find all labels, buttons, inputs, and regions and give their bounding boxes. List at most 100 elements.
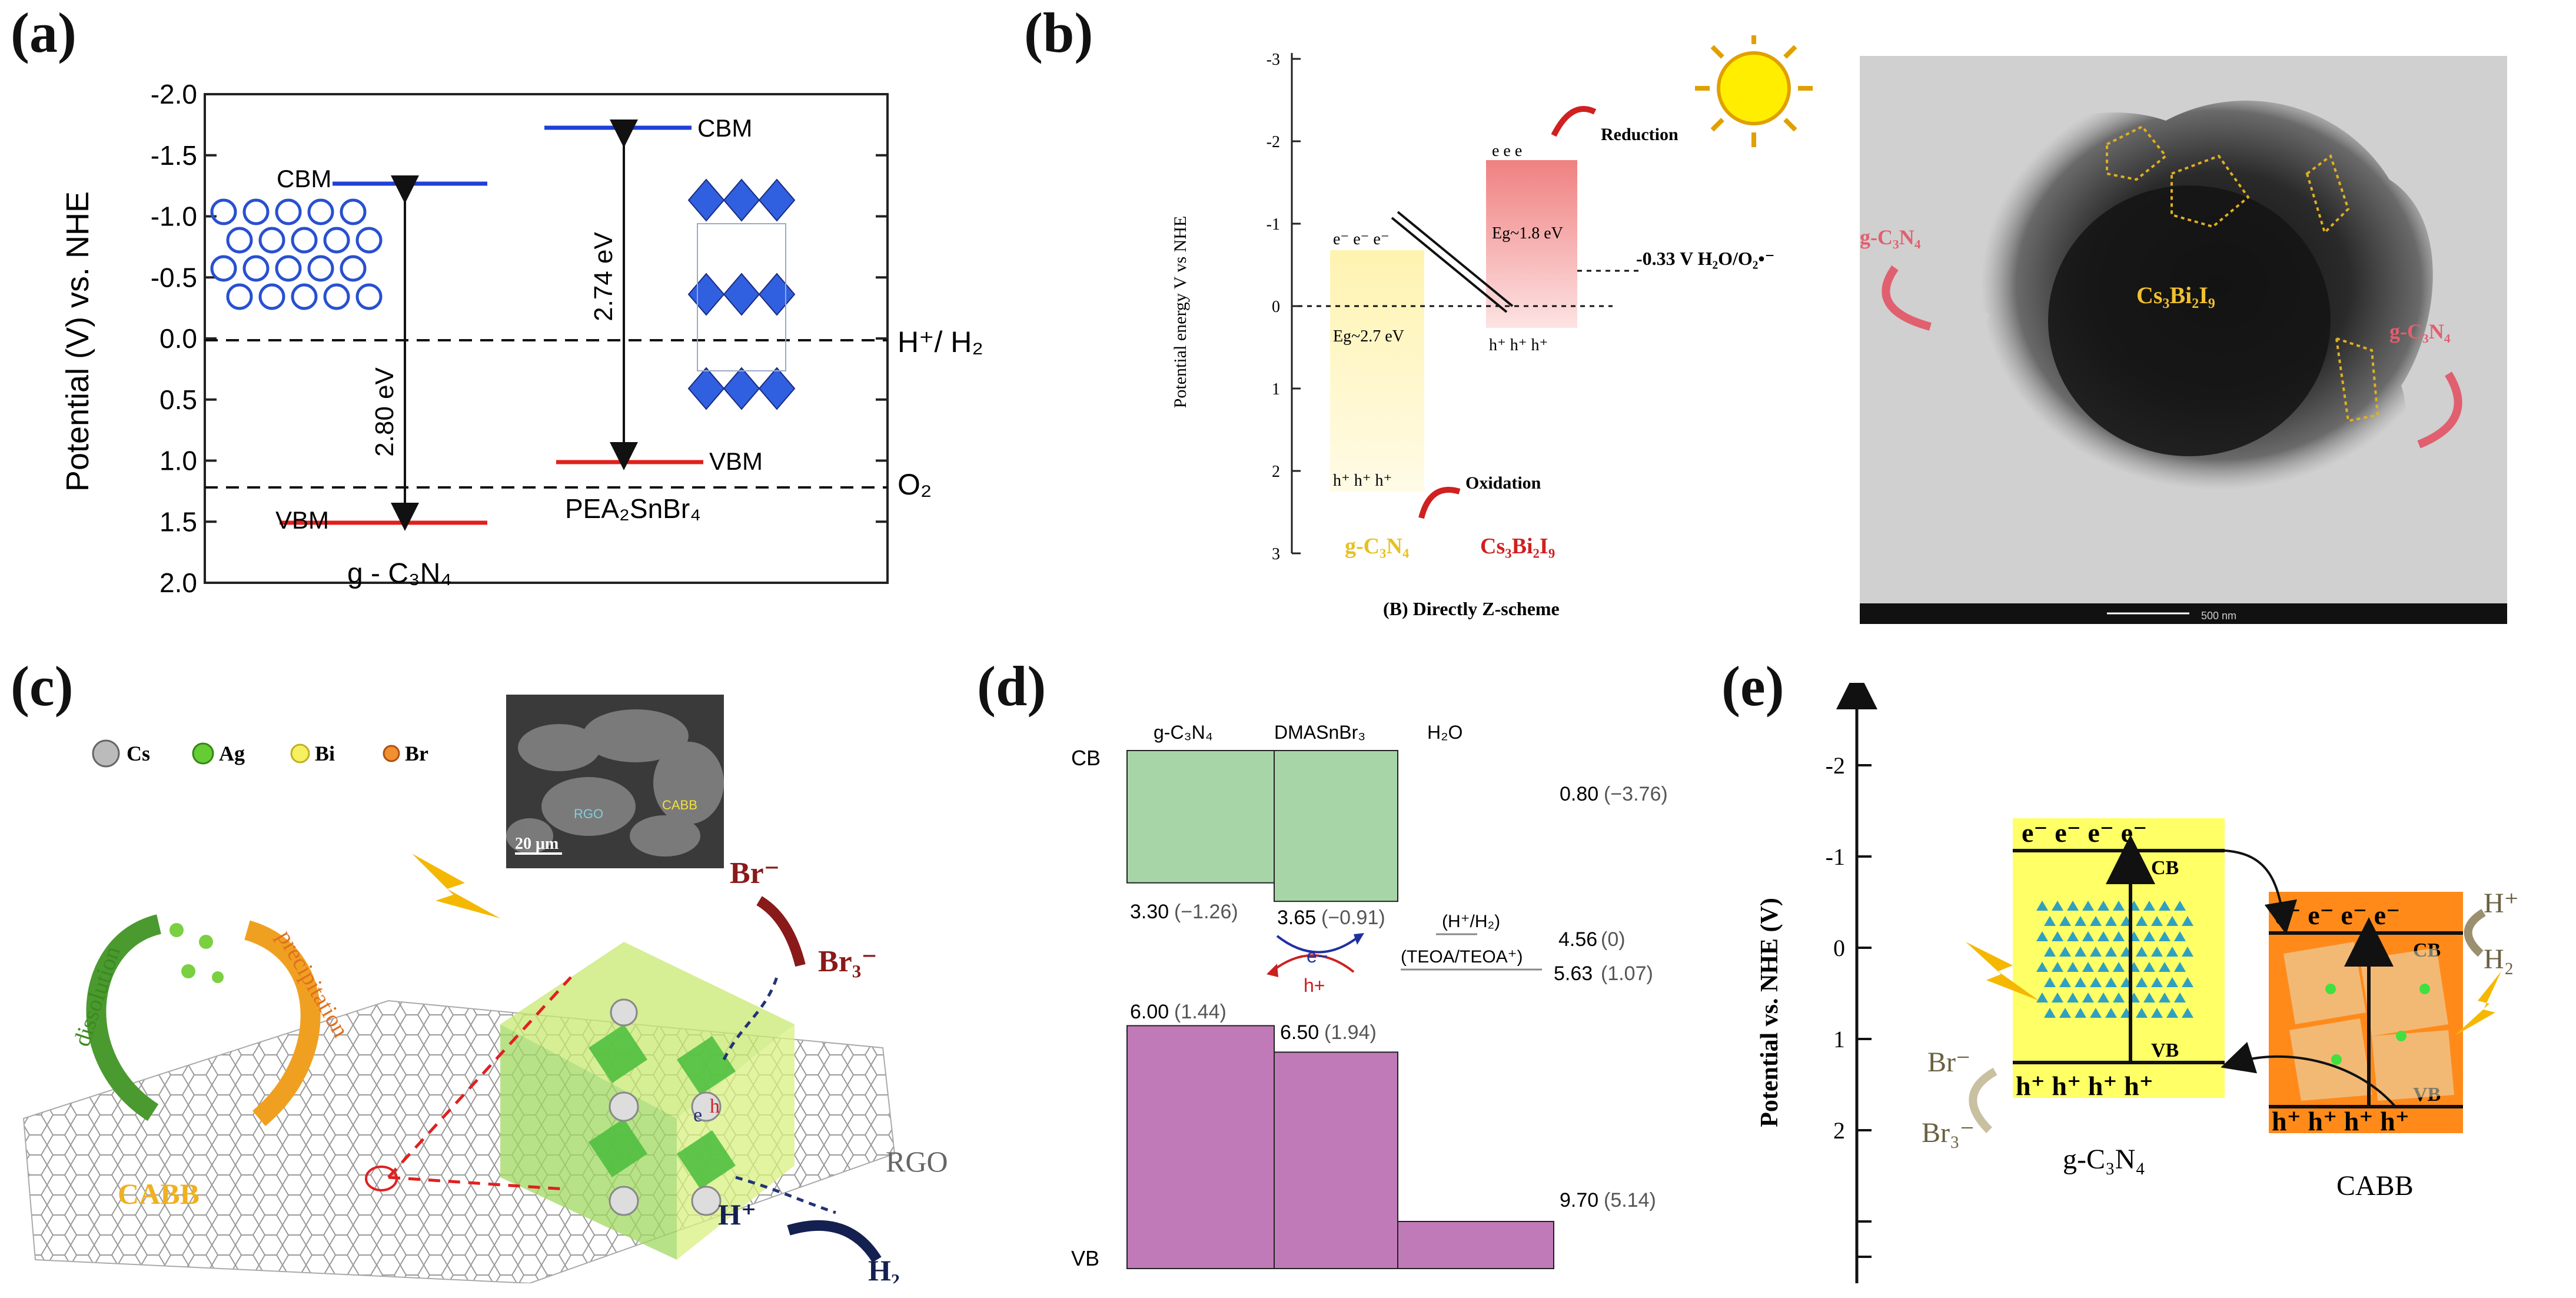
e-br3-label: Br₃⁻: [1922, 1117, 1975, 1148]
sun-icon: [1695, 35, 1813, 147]
sem-rgo-label: RGO: [574, 806, 603, 821]
sem-texture: [506, 709, 724, 857]
hole-transfer-arrow: [1270, 954, 1355, 973]
vb-bar-0: [1126, 1025, 1275, 1269]
d-col-gc3n4: g-C₃N₄: [1154, 722, 1213, 743]
panel-e-band-diagram: -2 -1 0 1 2 Potential vs. NHE (V) e⁻ e⁻ e⁻ e…: [1756, 683, 2519, 1283]
br3-label: Br₃⁻: [818, 945, 877, 978]
h2-arrow: [787, 1220, 882, 1263]
teoa-redox-value: 5.63: [1554, 962, 1593, 985]
b-holes-2: h⁺ h⁺ h⁺: [1489, 336, 1548, 354]
c-hole-label: h: [710, 1096, 720, 1117]
z-scheme-arrow-a: [1391, 217, 1508, 313]
lightning-icon: [412, 854, 500, 918]
oxidation-arrow: [1418, 487, 1461, 519]
b-caption: (B) Directly Z-scheme: [1383, 598, 1560, 619]
tem-arrow-left: [1882, 265, 1932, 331]
panel-label-b: (b): [1024, 1, 1093, 64]
panel-a-band-diagram: -2.0 -1.5 -1.0 -0.5 0.0 0.5 1.0 1.5 2.0 Potentia…: [60, 79, 983, 598]
e-h2-label: H₂: [2484, 944, 2514, 975]
rgo-label: RGO: [886, 1145, 948, 1178]
material-label-gc3n4: g - C₃N₄: [347, 558, 452, 589]
a-tick-label: 1.5: [159, 506, 197, 537]
sem-cabb-label: CABB: [662, 798, 697, 812]
cb-value-label: 3.65: [1277, 907, 1316, 929]
br-label: Br⁻: [730, 857, 780, 890]
gc3n4-band-box: [2013, 818, 2225, 1098]
vbm-label-pea: VBM: [709, 447, 763, 475]
b-electrons-1: e⁻ e⁻ e⁻: [1333, 230, 1390, 248]
dissolved-ions: [169, 923, 224, 983]
tem-label-right: g-C₃N₄: [2389, 320, 2451, 343]
b-holes-1: h⁺ h⁺ h⁺: [1333, 472, 1392, 490]
e-tick-label: 2: [1833, 1117, 1845, 1144]
panel-label-e: (e): [1721, 655, 1784, 718]
precipitation-arrow: [244, 920, 321, 1127]
a-tick-label: -2.0: [151, 79, 197, 109]
b-mat-gc3n4: g-C₃N₄: [1345, 534, 1410, 559]
vb-bar-1: [1274, 1051, 1398, 1269]
y-axis-label: Potential (V) vs. NHE: [60, 191, 95, 492]
panel-d-energy-levels: CB VB g-C₃N₄ DMASnBr₃ H₂O 3.30 (−1.26) 3.6…: [1071, 722, 1668, 1270]
electron-path: [735, 1176, 836, 1214]
b-electrons-2: e e e: [1492, 142, 1522, 160]
hplus-label: H⁺: [718, 1198, 756, 1231]
perovskite-crystal: [500, 942, 795, 1260]
a-tick-label: -1.5: [151, 140, 197, 171]
e-mat-gc3n4: g-C₃N₄: [2063, 1144, 2145, 1175]
teoa-redox-label: (TEOA/TEOA⁺): [1401, 947, 1523, 967]
vb-value-label: 6.50: [1280, 1021, 1319, 1044]
c-h2-label: H₂: [868, 1254, 900, 1283]
e-transfer-cb: [2224, 849, 2298, 935]
svg-text:Cs: Cs: [127, 742, 150, 765]
vb-nhe-label: (1.94): [1324, 1021, 1377, 1044]
svg-text:Bi: Bi: [315, 742, 335, 765]
vb-bar-2: [1397, 1221, 1554, 1269]
teoa-redox-nhe: (1.07): [1601, 962, 1653, 985]
e-hplus-label: H⁺: [2484, 888, 2519, 919]
tem-image: g-C₃N₄ Cs₃Bi₂I₉ g-C₃N₄ 500 nm: [1860, 56, 2507, 624]
e-lightning-icon-1: [1966, 942, 2039, 1001]
b-tick-label: -3: [1267, 51, 1280, 69]
panel-b-zscheme: -3 -2 -1 0 1 2 3 Potential energy V vs NHE e⁻ …: [1171, 35, 1813, 619]
hole-transfer-label: h+: [1304, 975, 1325, 996]
hole-path: [722, 977, 779, 1061]
e-cb-label-1: CB: [2151, 857, 2179, 879]
h2-evolution-arrow: [2464, 908, 2486, 957]
atom-legend: Cs Ag Bi Br: [92, 739, 428, 768]
gc3n4-structure-graphic: [210, 198, 383, 310]
o2-label: O₂: [898, 468, 932, 501]
e-holes-1: h⁺ h⁺ h⁺ h⁺: [2016, 1071, 2153, 1101]
tem-outlines: [2106, 125, 2379, 423]
e-tick-label: 0: [1833, 935, 1845, 961]
b-tick-label: -2: [1267, 133, 1280, 151]
panel-c-schematic: Cs Ag Bi Br RGO CABB 20 μm dissolution p…: [22, 695, 948, 1283]
h2-redox-nhe: (0): [1601, 928, 1626, 951]
svg-text:Ag: Ag: [219, 742, 245, 765]
magnify-lines: [387, 976, 572, 1191]
cbm-label-gc3n4: CBM: [277, 165, 331, 192]
gc3n4-band-box: [1330, 250, 1424, 492]
vbm-label-gc3n4: VBM: [275, 506, 329, 534]
hole-transfer-arrowhead: [1267, 964, 1278, 977]
z-scheme-arrow-b: [1397, 211, 1514, 307]
cb-value-label: 0.80: [1560, 783, 1598, 805]
e-tick-label: -2: [1826, 752, 1845, 779]
e-electrons-1: e⁻ e⁻ e⁻ e⁻: [2022, 818, 2147, 848]
e-electrons-2: e⁻ e⁻ e⁻ e⁻: [2275, 900, 2400, 930]
dissolution-label: dissolution: [68, 943, 125, 1050]
a-tick-label: -0.5: [151, 262, 197, 293]
cb-nhe-label: (−0.91): [1321, 907, 1385, 929]
electron-transfer-arrowhead: [1354, 933, 1364, 945]
c-electron-label: e: [693, 1104, 702, 1126]
b-tick-label: 2: [1272, 463, 1280, 481]
e-transfer-vb: [2221, 1041, 2396, 1108]
b-tick-label: 0: [1272, 298, 1280, 316]
material-label-pea: PEA₂SnBr₄: [565, 493, 701, 524]
cbm-label-pea: CBM: [697, 114, 752, 142]
b-mat-cs3bi2i9: Cs₃Bi₂I₉: [1480, 534, 1555, 559]
a-tick-label: 2.0: [159, 567, 197, 598]
b-eg-2: Eg~1.8 eV: [1492, 224, 1563, 243]
cb-nhe-label: (−1.26): [1174, 901, 1238, 923]
magnify-circle: [365, 1166, 398, 1191]
